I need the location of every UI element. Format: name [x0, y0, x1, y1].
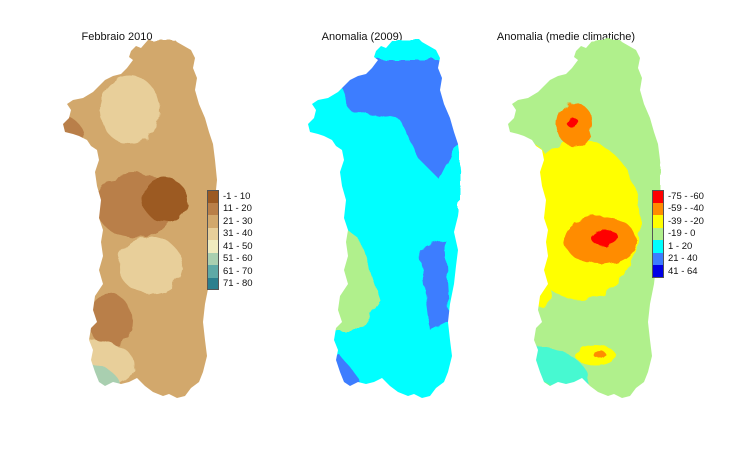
legend-swatch	[652, 265, 664, 278]
legend-row: 11 - 20	[207, 202, 253, 215]
legend-label: -39 - -20	[668, 215, 704, 227]
panel-title-febbraio: Febbraio 2010	[81, 31, 153, 43]
legend-label: 31 - 40	[223, 228, 253, 240]
legend-swatch	[652, 190, 664, 203]
panel-title-anomalia-2009: Anomalia (2009)	[321, 31, 403, 43]
legend-swatch	[207, 240, 219, 253]
legend-row: 41 - 50	[207, 240, 253, 253]
legend-row: 71 - 80	[207, 277, 253, 290]
legend-swatch	[207, 215, 219, 228]
legend-swatch	[652, 252, 664, 265]
legend-swatch	[207, 252, 219, 265]
map-anomalia-2009	[308, 40, 460, 398]
legend-row: 21 - 30	[207, 215, 253, 228]
legend-row: -75 - -60	[652, 190, 704, 203]
legend-swatch	[207, 190, 219, 203]
legend-row: -19 - 0	[652, 227, 704, 240]
legend-row: -39 - -20	[652, 215, 704, 228]
legend-label: 41 - 50	[223, 240, 253, 252]
legend-row: 61 - 70	[207, 265, 253, 278]
legend-swatch	[207, 202, 219, 215]
legend-label: 61 - 70	[223, 265, 253, 277]
legend-label: -1 - 10	[223, 190, 251, 202]
legend-row: -59 - -40	[652, 202, 704, 215]
legend-label: -19 - 0	[668, 228, 696, 240]
legend-label: 21 - 30	[223, 215, 253, 227]
legend-row: 51 - 60	[207, 252, 253, 265]
legend-row: -1 - 10	[207, 190, 253, 203]
legend-swatch	[652, 202, 664, 215]
legend-swatch	[652, 227, 664, 240]
legend-swatch	[207, 277, 219, 290]
legend-swatch	[652, 240, 664, 253]
legend-label: -59 - -40	[668, 203, 704, 215]
legend-label: 1 - 20	[668, 240, 693, 252]
legend-row: 31 - 40	[207, 227, 253, 240]
legend-label: 21 - 40	[668, 253, 698, 265]
map-anomalia-medie	[508, 40, 660, 398]
legend-label: -75 - -60	[668, 190, 704, 202]
legend-swatch	[207, 265, 219, 278]
legend-swatch	[652, 215, 664, 228]
legend-swatch	[207, 227, 219, 240]
legend-row: 21 - 40	[652, 252, 704, 265]
legend-label: 71 - 80	[223, 278, 253, 290]
legend-row: 41 - 64	[652, 265, 704, 278]
legend-label: 51 - 60	[223, 253, 253, 265]
legend-label: 41 - 64	[668, 265, 698, 277]
legend-precipitation: -1 - 10 11 - 20 21 - 30 31 - 40 41 - 50 51 - …	[207, 190, 253, 290]
legend-row: 1 - 20	[652, 240, 704, 253]
legend-label: 11 - 20	[223, 203, 252, 215]
